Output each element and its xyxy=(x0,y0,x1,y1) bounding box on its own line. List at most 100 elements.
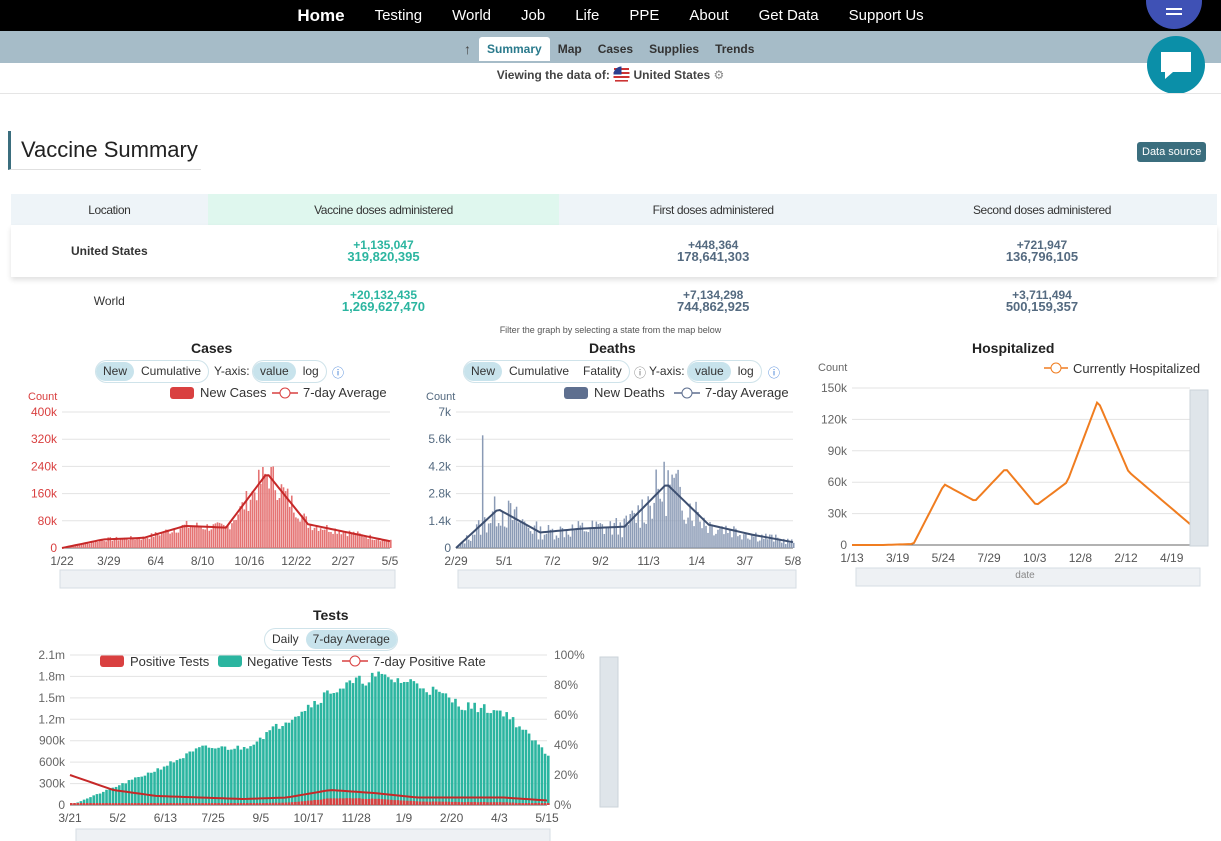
death-bar xyxy=(527,527,530,548)
viewing-country[interactable]: United States xyxy=(633,68,711,82)
death-bar xyxy=(723,534,725,548)
case-bar xyxy=(239,506,242,548)
y-tick-label: 0 xyxy=(444,541,451,555)
legend-label: New Cases xyxy=(200,385,267,400)
cases-chart[interactable]: Count New Cases 7-day Average 0 80k 160k 240k 3… xyxy=(20,382,400,592)
col-first-doses[interactable]: First doses administered xyxy=(559,194,867,225)
nav-get-data[interactable]: Get Data xyxy=(758,7,819,24)
chat-button[interactable] xyxy=(1147,36,1205,94)
deaths-cumulative-toggle[interactable]: Cumulative xyxy=(509,364,570,378)
case-bar xyxy=(297,518,299,548)
positive-test-bar xyxy=(166,803,169,805)
positive-test-bar xyxy=(547,803,550,805)
deaths-new-toggle[interactable]: New xyxy=(464,362,503,381)
death-bar xyxy=(543,534,546,548)
negative-test-bar xyxy=(134,777,137,805)
death-bar xyxy=(743,534,745,548)
negative-test-bar xyxy=(265,732,268,805)
col-second-doses[interactable]: Second doses administered xyxy=(866,194,1217,225)
death-bar xyxy=(627,525,629,548)
case-bar xyxy=(290,495,293,548)
y2-tick-label: 0% xyxy=(554,798,572,812)
death-bar xyxy=(693,526,695,548)
positive-test-bar xyxy=(198,803,201,805)
negative-test-bar xyxy=(338,688,342,805)
positive-test-bar xyxy=(220,803,224,805)
info-icon[interactable]: ⓘ xyxy=(332,366,345,380)
negative-test-bar xyxy=(447,697,451,805)
death-bar xyxy=(509,503,512,548)
nav-job[interactable]: Job xyxy=(521,7,546,24)
death-bar xyxy=(683,519,685,548)
tab-map[interactable]: Map xyxy=(557,42,582,56)
case-bar xyxy=(158,535,161,548)
settings-icon[interactable]: ⚙ xyxy=(713,68,725,82)
positive-test-bar xyxy=(92,803,96,805)
y2-tick-label: 60% xyxy=(554,708,578,722)
info-icon[interactable]: ⓘ xyxy=(634,366,647,380)
negative-test-bar xyxy=(86,798,89,805)
tests-daily-toggle[interactable]: Daily xyxy=(272,632,299,646)
positive-test-bar xyxy=(262,803,265,805)
cases-log-toggle[interactable]: log xyxy=(302,364,319,378)
tab-cases[interactable]: Cases xyxy=(597,42,634,56)
tab-trends[interactable]: Trends xyxy=(715,42,755,56)
nav-life[interactable]: Life xyxy=(575,7,600,24)
death-bar xyxy=(637,505,639,548)
total: 136,796,105 xyxy=(1005,249,1079,264)
positive-test-bar xyxy=(537,803,540,805)
tests-chart[interactable]: Positive Tests Negative Tests 7-day Positi… xyxy=(20,645,630,841)
deaths-log-toggle[interactable]: log xyxy=(737,364,754,378)
deaths-fatality-toggle[interactable]: Fatality xyxy=(583,364,622,378)
positive-test-bar xyxy=(159,803,163,805)
deaths-chart[interactable]: Count New Deaths 7-day Average 0 1.4k 2.8k 4.2… xyxy=(418,382,803,592)
case-bar xyxy=(278,498,281,548)
nav-about[interactable]: About xyxy=(689,7,729,24)
info-icon[interactable]: ⓘ xyxy=(768,366,781,380)
death-bar xyxy=(511,520,514,548)
positive-test-bar xyxy=(188,803,192,805)
viewing-data-bar: Viewing the data of: United States ⚙ xyxy=(0,66,1221,83)
nav-testing[interactable]: Testing xyxy=(374,7,423,24)
positive-test-bar xyxy=(121,803,124,805)
positive-test-bar xyxy=(124,803,128,805)
negative-test-bar xyxy=(252,744,256,805)
tab-supplies[interactable]: Supplies xyxy=(649,42,700,56)
cases-new-toggle[interactable]: New xyxy=(96,362,135,381)
case-bar xyxy=(229,529,231,548)
case-bar xyxy=(233,520,235,548)
case-bar xyxy=(202,529,204,548)
scroll-up-icon[interactable]: ↑ xyxy=(464,41,471,57)
case-bar xyxy=(123,537,126,548)
total: 178,641,303 xyxy=(677,249,750,264)
nav-home[interactable]: Home xyxy=(297,5,345,25)
positive-test-bar xyxy=(127,803,131,805)
nav-world[interactable]: World xyxy=(452,7,491,24)
y-tick-label: 4.2k xyxy=(428,459,452,473)
col-vaccine-doses[interactable]: Vaccine doses administered xyxy=(207,194,560,225)
tests-7day-toggle[interactable]: 7-day Average xyxy=(305,630,397,649)
negative-test-bar xyxy=(354,677,358,805)
cases-cumulative-toggle[interactable]: Cumulative xyxy=(141,364,202,378)
nav-support-us[interactable]: Support Us xyxy=(848,7,924,24)
nav-ppe[interactable]: PPE xyxy=(629,7,660,24)
positive-test-bar xyxy=(319,799,323,805)
death-bar xyxy=(483,517,486,548)
y-tick-label: 900k xyxy=(39,734,66,748)
positive-test-bar xyxy=(310,800,313,805)
deaths-value-toggle[interactable]: value xyxy=(688,362,731,381)
case-bar xyxy=(342,531,345,548)
death-bar xyxy=(651,518,653,548)
negative-test-bar xyxy=(434,689,438,805)
positive-test-bar xyxy=(82,803,86,805)
y-tick-label: 2.8k xyxy=(428,487,452,501)
data-source-button[interactable]: Data source xyxy=(1137,142,1207,162)
negative-test-bar xyxy=(457,706,460,805)
negative-test-bar xyxy=(530,740,534,805)
tab-summary[interactable]: Summary xyxy=(479,37,550,61)
hospitalized-chart[interactable]: Count Currently Hospitalized 0 30k 60k 90k 120… xyxy=(812,356,1212,591)
death-bar xyxy=(645,523,647,548)
cases-value-toggle[interactable]: value xyxy=(253,362,296,381)
positive-test-bar xyxy=(540,803,544,805)
first-doses-cell: +448,364 178,641,303 xyxy=(559,225,867,277)
